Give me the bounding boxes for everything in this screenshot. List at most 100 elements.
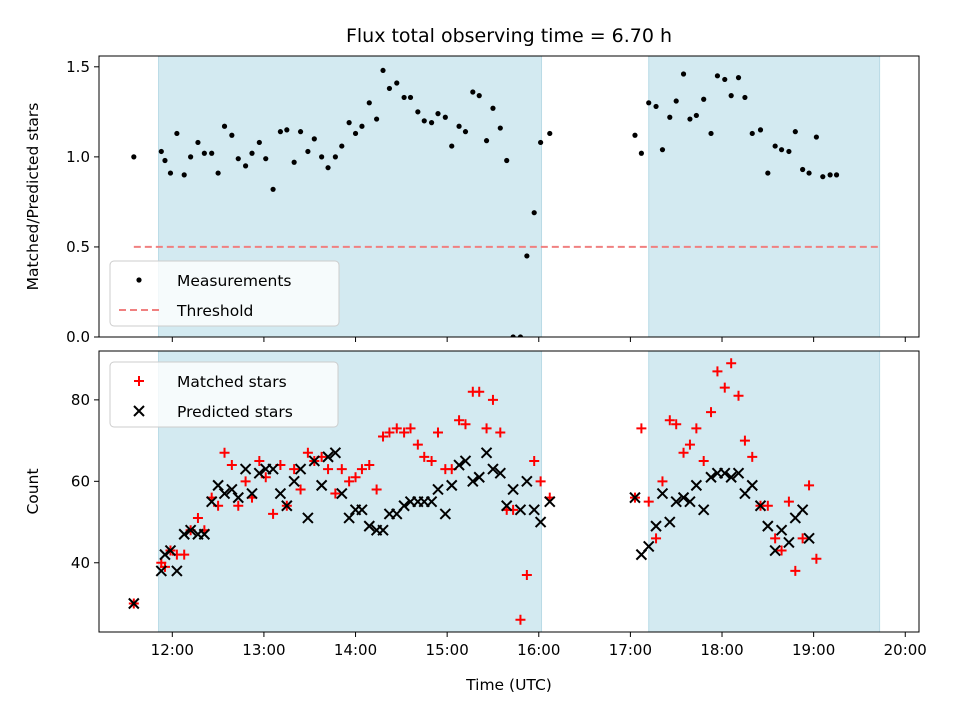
measurement-point xyxy=(435,111,441,117)
measurement-point xyxy=(638,150,644,156)
measurement-point xyxy=(421,118,427,124)
measurement-point xyxy=(305,148,311,155)
predicted-point xyxy=(232,491,244,504)
predicted-point xyxy=(246,487,258,500)
predicted-point xyxy=(281,500,293,512)
matched-point xyxy=(426,455,437,466)
matched-point xyxy=(330,488,341,499)
matched-point xyxy=(726,358,737,369)
matched-point xyxy=(344,476,355,487)
matched-point xyxy=(378,431,389,442)
measurement-point xyxy=(547,130,553,137)
matched-point xyxy=(643,496,654,507)
measurement-point xyxy=(632,132,638,138)
measurement-point xyxy=(297,129,304,135)
predicted-point xyxy=(719,467,731,479)
x-tick-label: 14:00 xyxy=(334,641,377,659)
predicted-point xyxy=(664,516,676,528)
matched-point xyxy=(804,480,815,491)
measurement-point xyxy=(449,143,455,149)
predicted-point xyxy=(783,536,795,549)
measurement-point xyxy=(428,120,435,126)
predicted-point xyxy=(769,544,781,557)
measurement-point xyxy=(263,156,269,162)
predicted-point xyxy=(218,487,231,500)
y-tick-label: 0.5 xyxy=(66,238,90,256)
measurement-point xyxy=(820,174,826,180)
matched-point xyxy=(268,508,279,519)
matched-point xyxy=(706,407,717,418)
matched-point xyxy=(481,423,492,434)
measurement-point xyxy=(869,0,874,3)
x-tick-label: 18:00 xyxy=(700,641,743,659)
measurement-point xyxy=(242,163,249,169)
matched-point xyxy=(487,394,498,405)
predicted-point xyxy=(315,479,328,492)
measurement-point xyxy=(407,94,414,101)
measurement-point xyxy=(174,130,180,137)
measurement-point xyxy=(401,94,407,101)
matched-point xyxy=(783,496,794,507)
measurement-point xyxy=(861,0,866,3)
measurement-point xyxy=(470,89,476,95)
measurement-point xyxy=(855,0,860,3)
predicted-point xyxy=(467,475,479,488)
predicted-point xyxy=(705,471,717,483)
matched-point xyxy=(719,382,730,393)
matched-point xyxy=(384,427,395,438)
matched-point xyxy=(811,553,822,564)
measurement-point xyxy=(765,170,771,176)
shaded-interval xyxy=(648,350,881,633)
predicted-point xyxy=(514,504,527,516)
measurement-point xyxy=(531,210,537,216)
matched-point xyxy=(776,545,787,556)
predicted-point xyxy=(308,455,321,467)
measurement-point xyxy=(374,116,380,122)
legend-box xyxy=(109,361,339,428)
predicted-point xyxy=(343,512,355,524)
predicted-point xyxy=(274,487,287,500)
matched-point xyxy=(515,614,526,625)
axes-frame xyxy=(98,55,920,338)
y-axis-label: Count xyxy=(24,468,42,514)
matched-point xyxy=(651,533,662,544)
matched-point xyxy=(336,464,347,475)
x-tick-label: 19:00 xyxy=(792,641,835,659)
y-tick-label: 60 xyxy=(71,472,90,490)
legend: Measurements Threshold xyxy=(109,260,340,327)
matched-point xyxy=(712,366,723,377)
predicted-point xyxy=(253,467,266,479)
measurement-point xyxy=(209,150,215,156)
predicted-point xyxy=(459,455,472,467)
axes-frame xyxy=(98,350,920,633)
x-tick-label: 20:00 xyxy=(884,641,927,659)
x-tick-label: 15:00 xyxy=(426,641,469,659)
measurement-point xyxy=(158,148,164,155)
measurement-point xyxy=(517,334,524,337)
shaded-interval xyxy=(648,55,881,338)
matched-point xyxy=(636,423,647,434)
matched-point xyxy=(797,533,808,544)
measurement-point xyxy=(833,172,840,178)
matched-point xyxy=(432,427,443,438)
measurement-point xyxy=(848,0,853,3)
predicted-point xyxy=(178,528,190,540)
measurement-point xyxy=(256,139,262,146)
measurement-point xyxy=(270,186,276,192)
measurement-point xyxy=(673,98,679,104)
predicted-point xyxy=(629,491,641,504)
legend-swatch xyxy=(136,277,142,283)
predicted-point xyxy=(302,512,314,524)
measurement-point xyxy=(476,93,482,99)
matched-point xyxy=(535,476,546,487)
matched-point xyxy=(179,549,190,560)
measurement-point xyxy=(221,123,228,129)
legend-swatch xyxy=(133,405,145,417)
y-tick-label: 80 xyxy=(71,391,90,409)
legend: Matched stars Predicted stars xyxy=(109,361,339,428)
predicted-point xyxy=(329,447,342,459)
matched-point xyxy=(733,390,744,401)
matched-point xyxy=(254,455,265,466)
measurement-point xyxy=(504,157,510,164)
